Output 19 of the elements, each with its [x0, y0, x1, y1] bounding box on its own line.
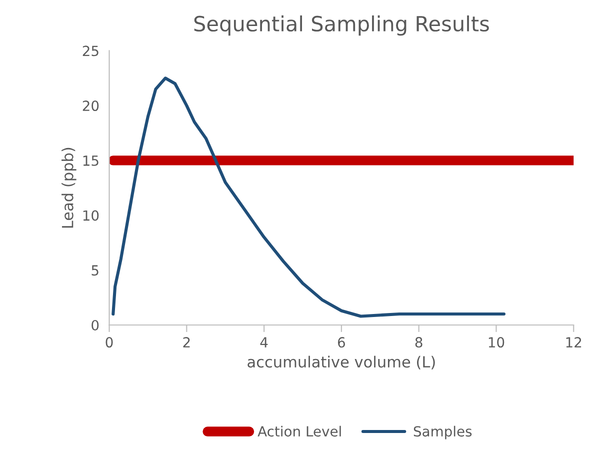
x-axis-title: accumulative volume (L): [248, 356, 435, 370]
legend-label: Action Level: [258, 426, 341, 437]
y-tick-label: 20: [82, 100, 99, 112]
chart-title: Sequential Sampling Results: [194, 15, 489, 36]
y-tick-label: 5: [92, 265, 98, 276]
y-tick-label: 15: [83, 156, 98, 166]
x-tick-label: 2: [183, 337, 190, 348]
y-tick-label: 25: [82, 46, 98, 56]
x-tick-label: 8: [415, 337, 422, 348]
x-tick-label: 10: [488, 337, 504, 348]
x-tick-label: 6: [338, 337, 345, 348]
y-tick-label: 0: [92, 320, 99, 330]
x-tick-label: 4: [260, 337, 268, 348]
x-tick-label: 0: [106, 337, 113, 348]
line-series: [112, 76, 506, 318]
y-tick-label: 10: [83, 210, 99, 221]
x-tick-label: 12: [566, 337, 582, 348]
legend-label: Samples: [414, 426, 472, 440]
y-axis-title: Lead (ppb): [62, 148, 76, 228]
